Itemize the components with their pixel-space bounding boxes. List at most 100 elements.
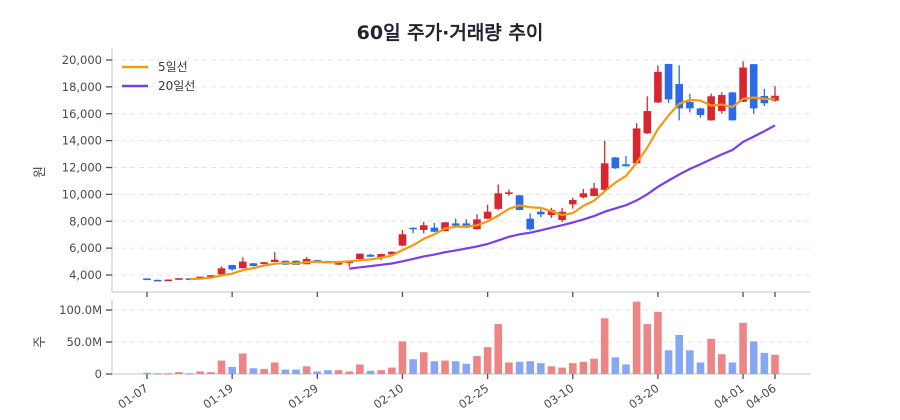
volume-bar: [505, 362, 513, 374]
candlestick: [143, 278, 151, 281]
price-y-tick-label: 12,000: [62, 161, 102, 175]
candlestick: [409, 227, 417, 234]
ma5-line: [189, 96, 776, 281]
candle-body: [494, 193, 503, 209]
candlestick: [483, 204, 492, 219]
volume-bar: [749, 341, 758, 374]
candle-body: [260, 262, 268, 264]
volume-bar: [398, 341, 407, 374]
candlestick: [270, 252, 279, 263]
candle-body: [398, 234, 407, 246]
legend-ma20-label: 20일선: [158, 79, 195, 93]
candlestick: [366, 254, 375, 257]
x-tick-label: 03-10: [541, 381, 576, 412]
x-tick-label: 04-06: [743, 381, 778, 412]
volume-axis-title: 주: [33, 336, 48, 348]
volume-bar: [409, 359, 417, 374]
x-tick-label: 01-07: [115, 381, 150, 412]
volume-bar: [302, 366, 311, 374]
volume-bar: [739, 322, 747, 374]
candle-body: [600, 163, 609, 190]
candle-body: [153, 279, 162, 282]
candle-body: [334, 262, 343, 265]
x-tick-label: 02-25: [456, 381, 491, 412]
price-y-tick-label: 18,000: [62, 80, 102, 94]
volume-bar: [686, 350, 694, 374]
volume-bar: [356, 364, 364, 374]
price-y-ticks: 4,000 6,000 8,000 10,000 12,000 14,000 16,000 1…: [62, 53, 112, 282]
volume-bar: [494, 324, 503, 374]
volume-bar: [313, 371, 322, 374]
volume-bar: [388, 367, 396, 374]
price-y-tick-label: 20,000: [62, 53, 102, 67]
volume-y-ticks: 0 50.0M 100.0M: [59, 303, 112, 381]
candlestick: [196, 276, 205, 279]
legend-ma5-label: 5일선: [158, 60, 188, 74]
candlestick: [664, 63, 673, 103]
candlestick: [217, 266, 226, 275]
candlestick: [356, 253, 364, 260]
volume-bar: [526, 361, 534, 374]
candlestick: [249, 262, 258, 267]
candlestick: [473, 214, 481, 230]
volume-bar: [664, 350, 673, 374]
candlestick: [238, 257, 247, 269]
volume-bar: [590, 358, 598, 374]
price-y-tick-label: 8,000: [69, 214, 102, 228]
volume-bar: [771, 354, 779, 374]
candle-body: [526, 218, 534, 230]
volume-bar: [292, 369, 300, 374]
candle-body: [675, 84, 683, 109]
volume-bar: [164, 373, 173, 375]
candle-body: [537, 211, 545, 215]
candlestick: [451, 218, 460, 227]
volume-bar: [207, 372, 215, 374]
volume-bar: [473, 356, 481, 374]
candlestick: [430, 222, 439, 233]
volume-bar: [334, 370, 343, 374]
candlestick: [717, 92, 726, 114]
volume-bar: [270, 362, 279, 374]
volume-bar: [643, 324, 652, 374]
price-y-tick-label: 6,000: [69, 241, 102, 255]
candlestick: [419, 221, 428, 234]
volume-bar: [175, 372, 183, 374]
candlestick: [760, 88, 769, 106]
candlestick: [441, 222, 449, 232]
volume-bar: [419, 352, 428, 374]
volume-bar: [654, 311, 662, 374]
candle-body: [707, 96, 715, 121]
candle-body: [388, 251, 396, 255]
volume-bar: [707, 338, 715, 374]
volume-bar: [228, 366, 236, 374]
candle-body: [611, 157, 620, 169]
candlestick: [505, 189, 513, 196]
volume-bars: [143, 301, 779, 375]
candlestick: [547, 207, 556, 218]
moving-average-lines: [189, 96, 776, 281]
candle-body: [419, 225, 428, 230]
candle-body: [249, 263, 258, 266]
candlestick: [175, 278, 183, 280]
candle-body: [717, 95, 726, 112]
legend: 5일선 20일선: [122, 60, 195, 93]
candlestick: [696, 107, 705, 118]
candle-body: [632, 128, 641, 164]
volume-bar: [462, 363, 471, 374]
volume-bar: [515, 361, 524, 374]
volume-bar: [249, 368, 258, 374]
volume-bar: [632, 301, 641, 374]
candle-body: [185, 278, 194, 280]
volume-bar: [611, 357, 620, 374]
volume-bar: [696, 362, 705, 374]
candle-body: [238, 261, 247, 269]
volume-bar: [760, 352, 769, 374]
price-y-tick-label: 4,000: [69, 268, 102, 282]
candle-body: [686, 101, 694, 109]
price-gridlines: [112, 59, 810, 276]
candlestick: [568, 197, 577, 209]
candlestick: [654, 65, 662, 103]
price-y-tick-label: 14,000: [62, 134, 102, 148]
